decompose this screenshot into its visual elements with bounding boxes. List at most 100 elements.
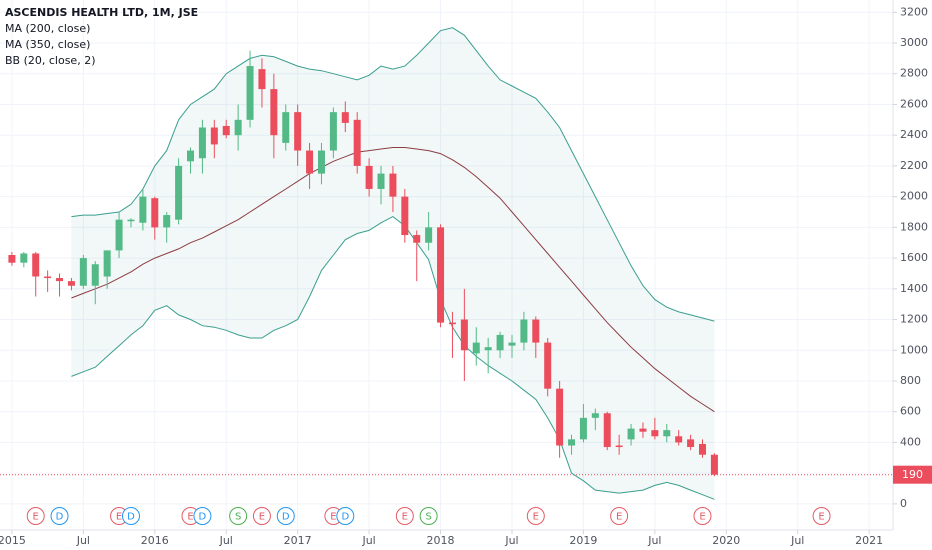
indicator-label: BB (20, close, 2) xyxy=(5,54,96,67)
candle-body xyxy=(389,173,397,197)
event-label: E xyxy=(699,512,705,523)
x-tick-label: 2018 xyxy=(427,534,455,547)
candle-body xyxy=(91,264,99,286)
candle-body xyxy=(615,445,623,448)
candle-body xyxy=(627,428,635,440)
x-tick-label: 2019 xyxy=(569,534,597,547)
candle-body xyxy=(687,439,695,448)
candle-body xyxy=(210,127,218,145)
event-marker xyxy=(121,507,140,525)
event-label: S xyxy=(235,512,241,523)
candle-body xyxy=(258,69,266,90)
candle-body xyxy=(710,454,718,475)
y-tick-label: 1200 xyxy=(900,313,928,326)
event-marker xyxy=(526,507,545,525)
candle-body xyxy=(401,196,409,236)
indicator-label: MA (200, close) xyxy=(5,22,90,35)
y-tick-label: 3000 xyxy=(900,36,928,49)
legend: ASCENDIS HEALTH LTD, 1M, JSE MA (200, cl… xyxy=(5,6,198,67)
x-tick-label: Jul xyxy=(219,534,233,547)
x-tick-label: 2015 xyxy=(0,534,26,547)
candle-body xyxy=(317,150,325,174)
event-label: E xyxy=(616,512,622,523)
event-label: S xyxy=(425,512,431,523)
candle-body xyxy=(568,439,576,446)
event-marker xyxy=(693,507,712,525)
x-tick-label: Jul xyxy=(76,534,90,547)
candle-body xyxy=(56,278,64,282)
y-tick-label: 800 xyxy=(900,374,921,387)
event-marker xyxy=(50,507,69,525)
candle-body xyxy=(294,112,302,151)
y-tick-label: 1800 xyxy=(900,220,928,233)
event-label: E xyxy=(116,512,122,523)
candle-body xyxy=(175,165,183,220)
event-label: D xyxy=(341,512,349,523)
event-label: D xyxy=(56,512,64,523)
event-marker xyxy=(812,507,831,525)
event-label: E xyxy=(259,512,265,523)
candle-body xyxy=(234,119,242,136)
last-price-label: 190 xyxy=(902,468,923,481)
candle-body xyxy=(282,112,290,143)
band-fill xyxy=(71,27,715,500)
candle-body xyxy=(496,334,504,351)
y-tick-label: 2000 xyxy=(900,190,928,203)
candle-body xyxy=(341,112,349,123)
candle-body xyxy=(187,150,195,162)
candle-body xyxy=(579,417,587,440)
candle-body xyxy=(20,253,28,263)
event-marker xyxy=(229,507,248,525)
plot-area xyxy=(0,27,893,500)
event-label: D xyxy=(282,512,290,523)
candle-body xyxy=(544,342,552,389)
candle-body xyxy=(675,436,683,443)
candle-body xyxy=(472,342,480,354)
y-tick-label: 0 xyxy=(900,497,907,510)
y-tick-label: 400 xyxy=(900,435,921,448)
candle-body xyxy=(520,319,528,343)
candle-body xyxy=(139,196,147,223)
event-label: E xyxy=(402,512,408,523)
candle-body xyxy=(591,413,599,418)
candle-body xyxy=(353,119,361,166)
candle-body xyxy=(222,125,230,136)
candle-body xyxy=(127,219,135,222)
band-lower xyxy=(71,216,715,500)
event-label: D xyxy=(199,512,207,523)
axes: 0200400600800100012001400160018002000220… xyxy=(0,5,932,547)
event-label: E xyxy=(330,512,336,523)
grid xyxy=(0,0,893,530)
candle-body xyxy=(365,165,373,189)
event-marker xyxy=(610,507,629,525)
candle-body xyxy=(651,430,659,437)
candle-body xyxy=(377,173,385,189)
y-tick-label: 3200 xyxy=(900,5,928,18)
candle-body xyxy=(663,430,671,437)
band-upper xyxy=(71,27,715,322)
candle-body xyxy=(508,342,516,346)
candle-body xyxy=(270,89,278,136)
candle-body xyxy=(67,281,75,286)
candle-body xyxy=(115,219,123,251)
x-tick-label: 2017 xyxy=(284,534,312,547)
x-tick-label: Jul xyxy=(361,534,375,547)
candle-body xyxy=(448,322,456,325)
candle-body xyxy=(698,443,706,455)
indicator-label: MA (350, close) xyxy=(5,38,90,51)
candle-body xyxy=(329,112,337,151)
event-label: E xyxy=(33,512,39,523)
candle-body xyxy=(163,215,171,228)
candle-body xyxy=(437,227,445,323)
x-tick-label: Jul xyxy=(504,534,518,547)
y-tick-label: 2800 xyxy=(900,67,928,80)
event-marker xyxy=(395,507,414,525)
last-price-tag xyxy=(893,465,932,484)
candle-body xyxy=(198,127,206,159)
candle-body xyxy=(246,66,254,120)
event-marker xyxy=(276,507,295,525)
y-tick-label: 1400 xyxy=(900,282,928,295)
event-marker xyxy=(336,507,355,525)
candle-body xyxy=(413,235,421,243)
